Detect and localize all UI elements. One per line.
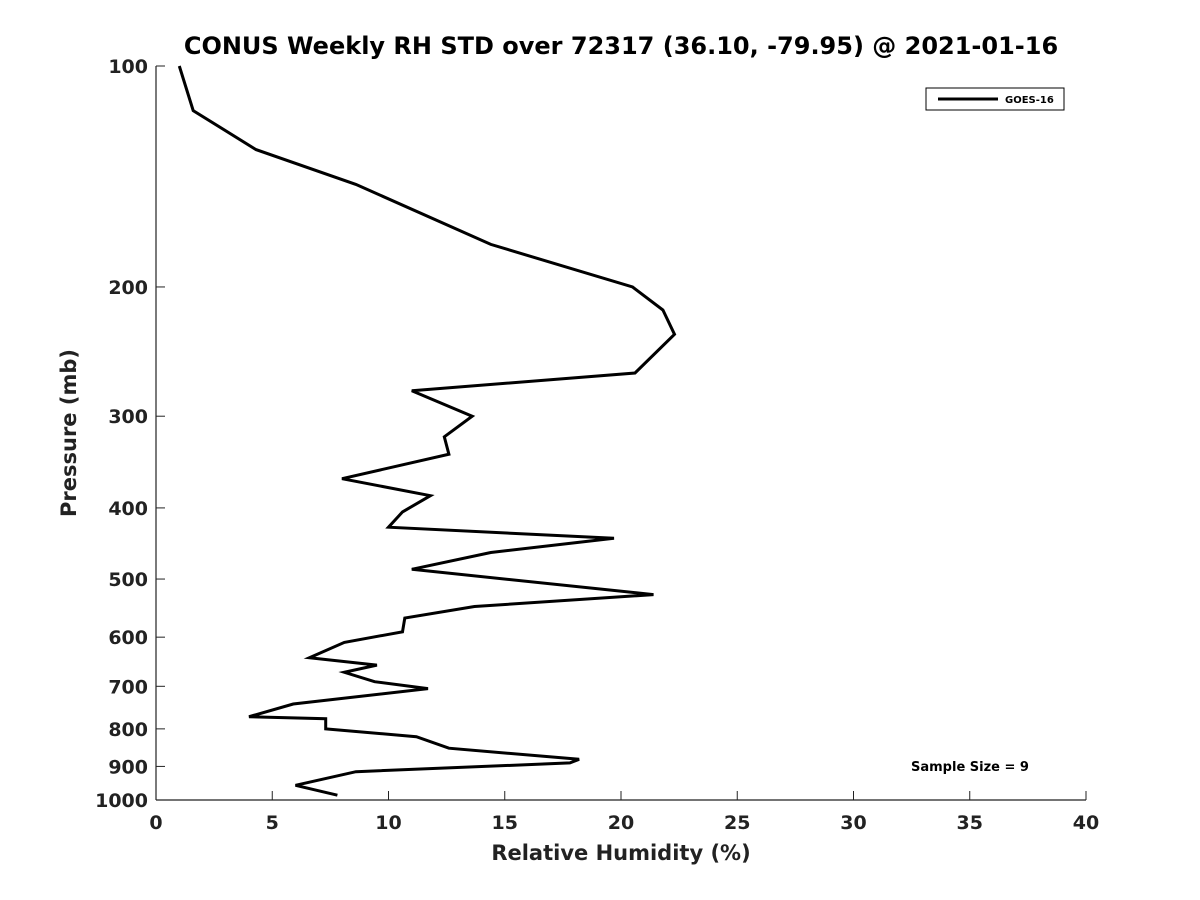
plot-axes: [155, 66, 1086, 801]
x-axis-label: Relative Humidity (%): [491, 841, 750, 865]
x-tick-label: 30: [840, 812, 866, 834]
chart-title: CONUS Weekly RH STD over 72317 (36.10, -…: [184, 32, 1058, 60]
x-tick-label: 10: [375, 812, 401, 834]
x-tick-label: 20: [608, 812, 634, 834]
y-tick-label: 900: [108, 756, 148, 778]
x-tick-label: 15: [492, 812, 518, 834]
y-ticks: 100 200 300 400 500 600 700 800 900 1000: [95, 56, 165, 812]
sample-size-annotation: Sample Size = 9: [911, 760, 1029, 775]
y-tick-label: 100: [108, 56, 148, 78]
y-tick-label: 700: [108, 676, 148, 698]
y-tick-label: 200: [108, 277, 148, 299]
y-tick-label: 400: [108, 498, 148, 520]
x-tick-label: 25: [724, 812, 750, 834]
legend-label-goes-16: GOES-16: [1005, 95, 1054, 106]
legend: GOES-16: [925, 87, 1065, 111]
series-layer: [177, 65, 677, 797]
y-tick-label: 600: [108, 627, 148, 649]
y-tick-label: 1000: [95, 790, 148, 812]
x-tick-label: 40: [1073, 812, 1099, 834]
x-tick-label: 35: [957, 812, 983, 834]
x-tick-label: 0: [149, 812, 162, 834]
y-tick-label: 500: [108, 569, 148, 591]
x-tick-label: 5: [266, 812, 279, 834]
y-tick-label: 300: [108, 406, 148, 428]
series-line-goes-16: [177, 65, 677, 797]
y-tick-label: 800: [108, 719, 148, 741]
y-axis-label: Pressure (mb): [57, 349, 81, 517]
x-ticks: 0 5 10 15 20 25 30 35 40: [149, 791, 1099, 834]
